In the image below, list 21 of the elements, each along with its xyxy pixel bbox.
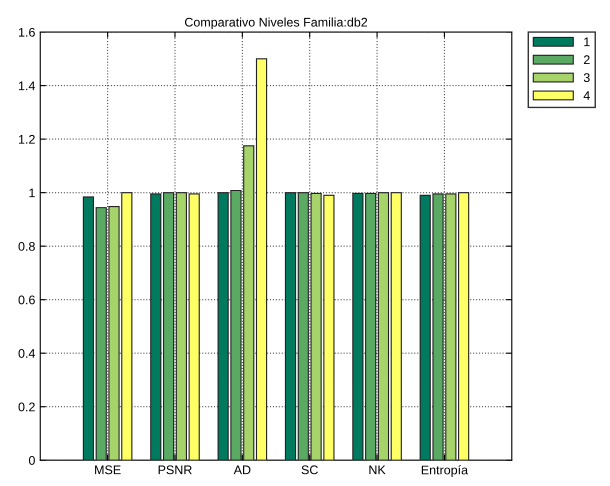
bar xyxy=(323,194,335,460)
y-tick-label: 0.4 xyxy=(18,349,36,358)
legend-label: 3 xyxy=(584,73,590,82)
legend-label: 2 xyxy=(584,55,590,64)
legend-label: 1 xyxy=(584,38,590,46)
x-tick-label: MSE xyxy=(95,465,121,474)
x-tick-label: AD xyxy=(234,466,250,474)
y-tick-label: 1.4 xyxy=(18,82,36,90)
legend-label: 4 xyxy=(584,91,590,100)
y-tick-label: 1.2 xyxy=(18,134,35,144)
x-tick-label: PSNR xyxy=(158,465,192,474)
chart-title: Comparativo Niveles Familia:db2 xyxy=(184,17,368,30)
x-tick-label: Entropía xyxy=(422,465,468,477)
y-tick-label: 1.6 xyxy=(18,28,35,37)
x-tick-label: SC xyxy=(302,465,318,474)
y-tick-label: 0.6 xyxy=(18,295,35,304)
y-tick-label: 1 xyxy=(29,188,35,198)
x-tick-label: NK xyxy=(369,466,386,474)
y-tick-label: 0.2 xyxy=(18,402,35,412)
y-tick-label: 0 xyxy=(28,456,35,465)
y-tick-label: 0.8 xyxy=(18,242,35,251)
